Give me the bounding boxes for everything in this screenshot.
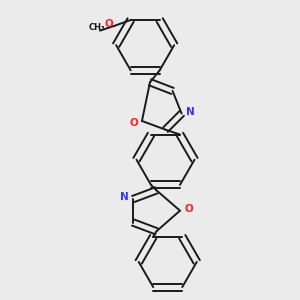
Text: O: O (104, 19, 113, 29)
Text: O: O (130, 118, 138, 128)
Text: N: N (186, 107, 195, 117)
Text: O: O (185, 204, 194, 214)
Text: CH₃: CH₃ (89, 23, 106, 32)
Text: N: N (120, 192, 129, 203)
